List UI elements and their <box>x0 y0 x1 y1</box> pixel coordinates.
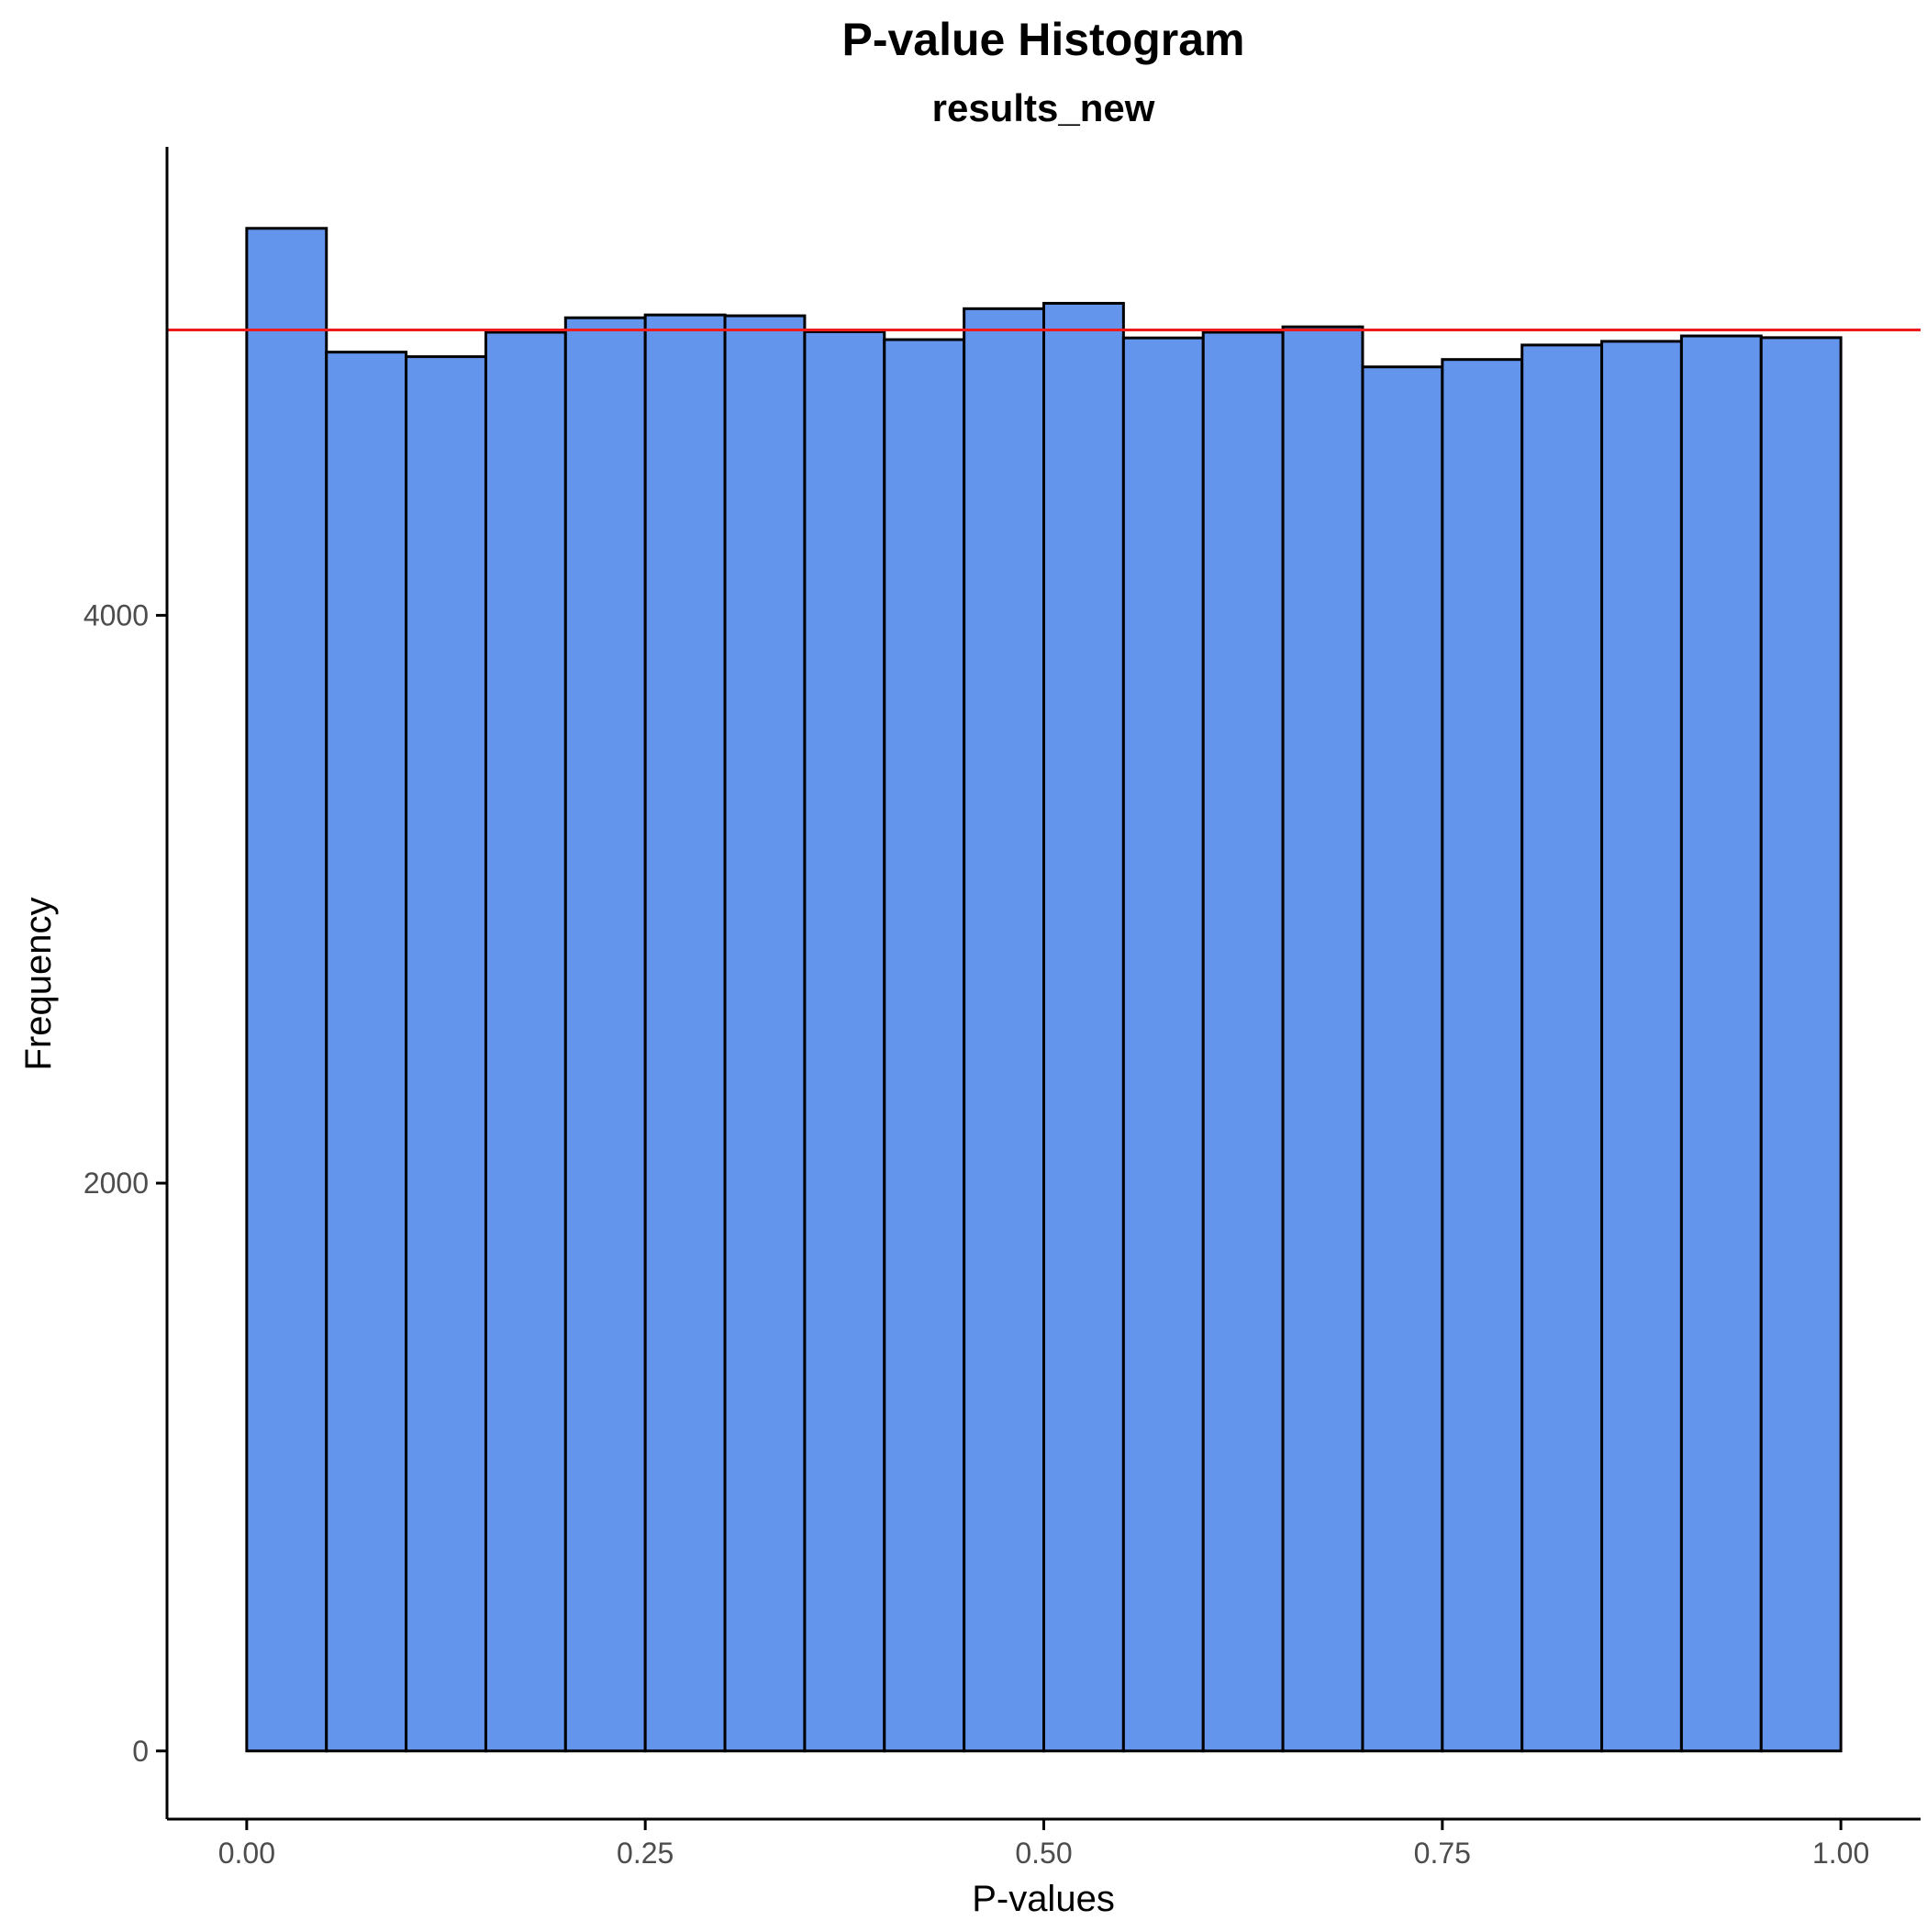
histogram-bar-15 <box>1441 358 1524 1753</box>
bars-group <box>245 227 1843 1753</box>
x-tick-label: 0.25 <box>617 1837 674 1870</box>
histogram-bar-8 <box>883 338 966 1753</box>
chart-title: P-value Histogram <box>841 14 1244 65</box>
x-tick-label: 0.75 <box>1414 1837 1471 1870</box>
histogram-bar-4 <box>563 316 647 1753</box>
y-axis-label: Frequency <box>18 898 59 1071</box>
histogram-bar-17 <box>1600 340 1683 1753</box>
x-axis-label: P-values <box>972 1879 1115 1919</box>
histogram-bar-3 <box>484 330 567 1753</box>
histogram-bar-12 <box>1201 330 1285 1753</box>
histogram-bar-0 <box>245 227 329 1753</box>
histogram-bar-5 <box>643 313 727 1753</box>
x-tick-label: 1.00 <box>1812 1837 1869 1870</box>
histogram-bar-6 <box>723 314 807 1753</box>
histogram-bar-2 <box>405 355 487 1753</box>
histogram-bar-1 <box>325 351 408 1753</box>
y-tick-label: 4000 <box>84 598 149 631</box>
y-tick-label: 0 <box>132 1735 149 1768</box>
x-tick-label: 0.00 <box>218 1837 275 1870</box>
histogram-bar-11 <box>1121 336 1205 1753</box>
histogram-bar-19 <box>1759 336 1843 1753</box>
y-tick-label: 2000 <box>84 1167 149 1200</box>
x-tick-label: 0.50 <box>1015 1837 1072 1870</box>
histogram-bar-7 <box>803 329 886 1753</box>
histogram-bar-10 <box>1042 301 1125 1753</box>
axes-group: 0.00 0.25 0.50 0.75 1.00 0 2000 4000 <box>84 147 1921 1870</box>
histogram-bar-9 <box>963 307 1045 1753</box>
histogram-bar-16 <box>1520 343 1604 1753</box>
chart-subtitle: results_new <box>932 86 1155 129</box>
histogram-bar-14 <box>1361 365 1444 1753</box>
histogram-bar-13 <box>1281 325 1364 1753</box>
histogram-bar-18 <box>1679 334 1763 1753</box>
